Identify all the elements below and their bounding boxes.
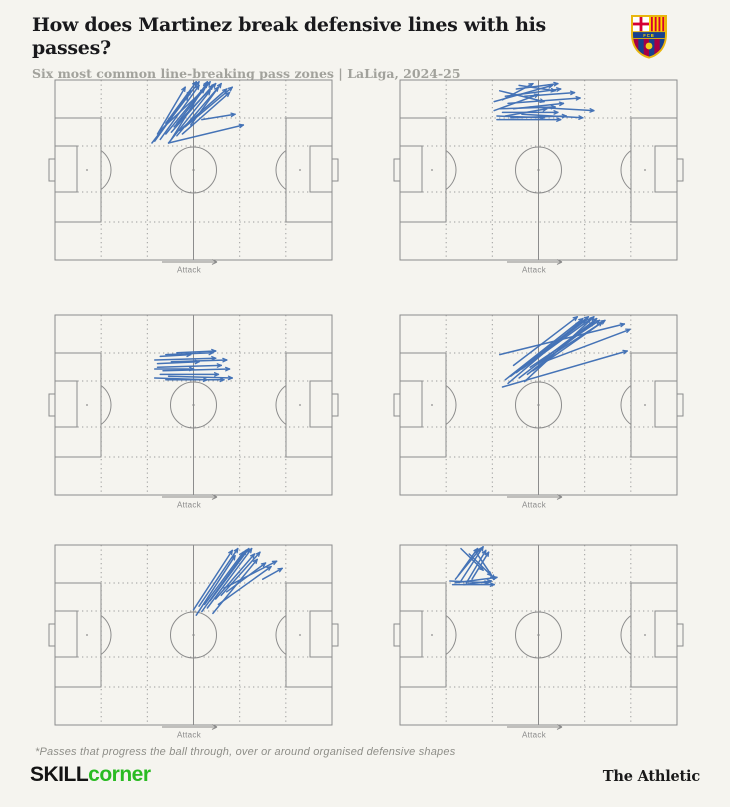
the-athletic-logo: The Athletic [602, 768, 700, 785]
pass-arrows [449, 546, 498, 587]
page-title: How does Martinez break defensive lines … [32, 14, 546, 59]
attack-indicator: Attack [507, 494, 563, 510]
attack-indicator: Attack [162, 259, 218, 275]
header: How does Martinez break defensive lines … [32, 14, 612, 81]
attack-indicator: Attack [162, 494, 218, 510]
pass-zone-pitch-3: Attack [48, 314, 339, 510]
pass-arrows [493, 81, 595, 122]
skillcorner-logo-skill: SKILL [30, 763, 89, 786]
pass-zone-pitch-5: Attack [48, 544, 339, 740]
pass-arrows [192, 547, 283, 616]
attack-indicator: Attack [507, 724, 563, 740]
attack-label: Attack [177, 731, 202, 740]
svg-text:FCB: FCB [643, 33, 655, 38]
pass-zone-pitch-1: Attack [48, 79, 339, 275]
fc-barcelona-crest-icon: FCB [631, 15, 667, 59]
pass-arrows [151, 81, 245, 144]
footnote: *Passes that progress the ball through, … [35, 746, 456, 758]
page-subtitle: Six most common line-breaking pass zones… [32, 65, 461, 81]
pitch-markings [48, 79, 339, 261]
pitch-markings [48, 314, 339, 496]
skillcorner-logo: SKILLcorner [30, 763, 151, 787]
pass-arrows [153, 348, 234, 383]
attack-indicator: Attack [507, 259, 563, 275]
pass-zone-pitch-2: Attack [393, 79, 684, 275]
pass-zone-pitch-6: Attack [393, 544, 684, 740]
pass-zone-pitch-4: Attack [393, 314, 684, 510]
attack-label: Attack [522, 266, 547, 275]
attack-label: Attack [522, 501, 547, 510]
attack-label: Attack [522, 731, 547, 740]
pass-arrows [498, 316, 631, 388]
attack-indicator: Attack [162, 724, 218, 740]
skillcorner-logo-corner: corner [88, 763, 151, 786]
crest-quarters: FCB [633, 17, 665, 57]
attack-label: Attack [177, 266, 202, 275]
pitch-markings [48, 544, 339, 726]
attack-label: Attack [177, 501, 202, 510]
pitch-markings [393, 314, 684, 496]
pitch-markings [393, 544, 684, 726]
